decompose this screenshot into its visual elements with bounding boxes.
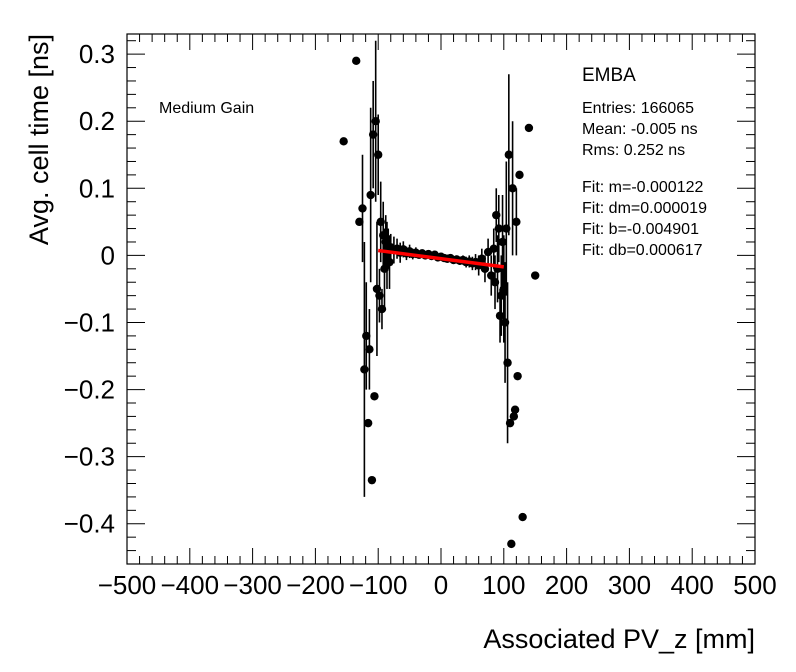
data-point — [513, 371, 522, 381]
y-tick-label: 0.2 — [79, 106, 115, 136]
data-point — [531, 271, 540, 280]
y-axis-title: Avg. cell time [ns] — [24, 34, 54, 245]
data-point — [494, 224, 503, 233]
fit-m: Fit: m=-0.000122 — [582, 179, 704, 196]
y-tick-label: −0.1 — [64, 307, 115, 337]
data-point — [358, 204, 367, 213]
fit-dm: Fit: dm=0.000019 — [582, 200, 707, 217]
x-tick-label: −300 — [223, 570, 282, 600]
data-point — [503, 358, 512, 367]
y-tick-label: −0.3 — [64, 442, 115, 472]
stat-mean: Mean: -0.005 ns — [582, 121, 698, 138]
x-tick-label: 200 — [545, 570, 588, 600]
data-point — [480, 264, 490, 274]
y-tick-label: 0.3 — [79, 39, 115, 69]
data-point — [512, 217, 521, 227]
data-point — [385, 257, 394, 267]
gain-annotation: Medium Gain — [159, 100, 254, 117]
y-tick-label: −0.4 — [64, 509, 115, 539]
x-tick-label: 300 — [608, 570, 651, 600]
data-point — [367, 475, 377, 485]
x-tick-label: −400 — [161, 570, 220, 600]
x-tick-label: 0 — [434, 570, 448, 600]
data-point — [355, 217, 364, 227]
data-point — [510, 405, 520, 414]
data-point — [374, 150, 383, 159]
data-point — [507, 539, 516, 549]
data-layer — [339, 40, 540, 549]
x-tick-label: −100 — [349, 570, 408, 600]
stat-rms: Rms: 0.252 ns — [582, 142, 685, 159]
y-axis-ticks — [127, 40, 755, 565]
y-tick-label: 0.1 — [79, 173, 115, 203]
data-point — [363, 418, 373, 428]
data-point — [518, 512, 527, 522]
y-tick-label: −0.2 — [64, 375, 115, 405]
data-point — [362, 331, 371, 341]
data-point — [339, 137, 348, 146]
data-point — [498, 237, 507, 247]
data-point — [495, 311, 505, 320]
x-tick-label: −200 — [286, 570, 345, 600]
data-point — [515, 170, 524, 180]
x-tick-label: 400 — [671, 570, 714, 600]
x-tick-label: −500 — [98, 570, 157, 600]
stat-entries: Entries: 166065 — [582, 100, 694, 117]
data-point — [366, 190, 375, 200]
x-axis-ticks — [126, 34, 756, 564]
data-point — [508, 184, 517, 193]
data-point — [505, 418, 515, 428]
data-point — [487, 271, 496, 280]
data-point — [524, 123, 534, 133]
fit-db: Fit: db=0.000617 — [582, 242, 703, 259]
data-point — [489, 244, 498, 253]
data-point — [370, 392, 379, 401]
y-axis-tick-labels: 0.3 0.2 0.1 0 −0.1 −0.2 −0.3 −0.4 — [64, 39, 115, 539]
fit-line — [377, 248, 505, 269]
data-point — [504, 150, 514, 159]
data-point — [352, 56, 361, 66]
fit-b: Fit: b=-0.004901 — [582, 221, 699, 238]
data-point — [477, 254, 487, 263]
data-point — [360, 365, 369, 374]
x-axis-tick-labels: −500 −400 −300 −200 −100 0 100 200 300 400 500 — [98, 570, 777, 600]
data-point — [365, 345, 374, 354]
x-tick-label: 500 — [733, 570, 776, 600]
partition-label: EMBA — [582, 65, 636, 86]
x-tick-label: 100 — [482, 570, 525, 600]
data-point — [509, 412, 519, 421]
x-axis-title: Associated PV_z [mm] — [483, 624, 755, 654]
y-tick-label: 0 — [101, 240, 115, 270]
